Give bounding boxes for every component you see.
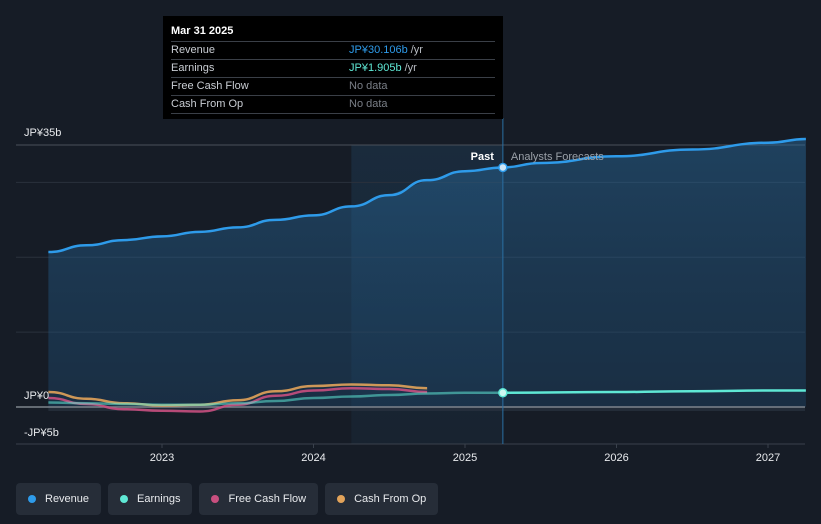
tooltip-unit: /yr — [404, 62, 417, 74]
series-forecast-earnings — [502, 389, 806, 395]
x-tick-label: 2025 — [453, 452, 477, 464]
tooltip-label: Revenue — [171, 44, 216, 56]
tooltip-row-cash-from-op: Cash From Op No data — [171, 95, 495, 114]
legend-item-free-cash-flow[interactable]: Free Cash Flow — [199, 483, 319, 515]
tooltip-label: Free Cash Flow — [171, 80, 249, 92]
revenue-marker — [498, 162, 508, 173]
chart-legend: Revenue Earnings Free Cash Flow Cash Fro… — [16, 483, 439, 515]
forecast-label: Analysts Forecasts — [511, 151, 604, 163]
tooltip-value: JP¥30.106b — [349, 44, 408, 56]
series-line-revenue — [48, 166, 503, 254]
earnings-marker — [498, 388, 508, 398]
y-axis-label: JP¥35b — [24, 127, 61, 139]
legend-label: Earnings — [137, 493, 181, 505]
tooltip-unit: /yr — [410, 44, 423, 56]
tooltip-row-free-cash-flow: Free Cash Flow No data — [171, 77, 495, 95]
tooltip-value: JP¥1.905b — [349, 62, 402, 74]
series-line-cash-from-op — [48, 383, 428, 407]
legend-item-cash-from-op[interactable]: Cash From Op — [325, 483, 439, 515]
tooltip-date: Mar 31 2025 — [171, 25, 234, 37]
tooltip-value: No data — [349, 80, 388, 92]
series-line-free-cash-flow — [48, 387, 428, 413]
legend-dot-icon — [120, 495, 129, 503]
y-axis-label: -JP¥5b — [24, 427, 59, 439]
legend-dot-icon — [337, 495, 346, 503]
legend-label: Cash From Op — [354, 493, 427, 505]
legend-dot-icon — [28, 495, 36, 503]
series-forecast-revenue — [502, 137, 806, 169]
legend-dot-icon — [211, 495, 220, 503]
legend-item-revenue[interactable]: Revenue — [16, 483, 102, 515]
x-tick-label: 2023 — [150, 452, 174, 464]
past-label: Past — [471, 151, 495, 163]
y-axis-label: JP¥0 — [24, 390, 49, 402]
zero-band — [48, 407, 805, 411]
revenue-area — [48, 139, 806, 408]
legend-label: Revenue — [45, 493, 90, 505]
x-tick-label: 2027 — [756, 452, 780, 464]
tooltip-row-earnings: Earnings JP¥1.905b /yr — [171, 59, 495, 77]
tooltip-label: Cash From Op — [171, 98, 244, 110]
x-tick-label: 2026 — [604, 452, 628, 464]
tooltip-row-revenue: Revenue JP¥30.106b /yr — [171, 41, 495, 59]
tooltip-value: No data — [349, 98, 388, 110]
x-tick-label: 2024 — [301, 452, 325, 464]
series-line-earnings — [48, 391, 503, 407]
legend-label: Free Cash Flow — [228, 493, 307, 505]
tooltip-label: Earnings — [171, 62, 215, 74]
data-tooltip: Mar 31 2025 Revenue JP¥30.106b /yr Earni… — [163, 16, 503, 119]
legend-item-earnings[interactable]: Earnings — [108, 483, 193, 515]
